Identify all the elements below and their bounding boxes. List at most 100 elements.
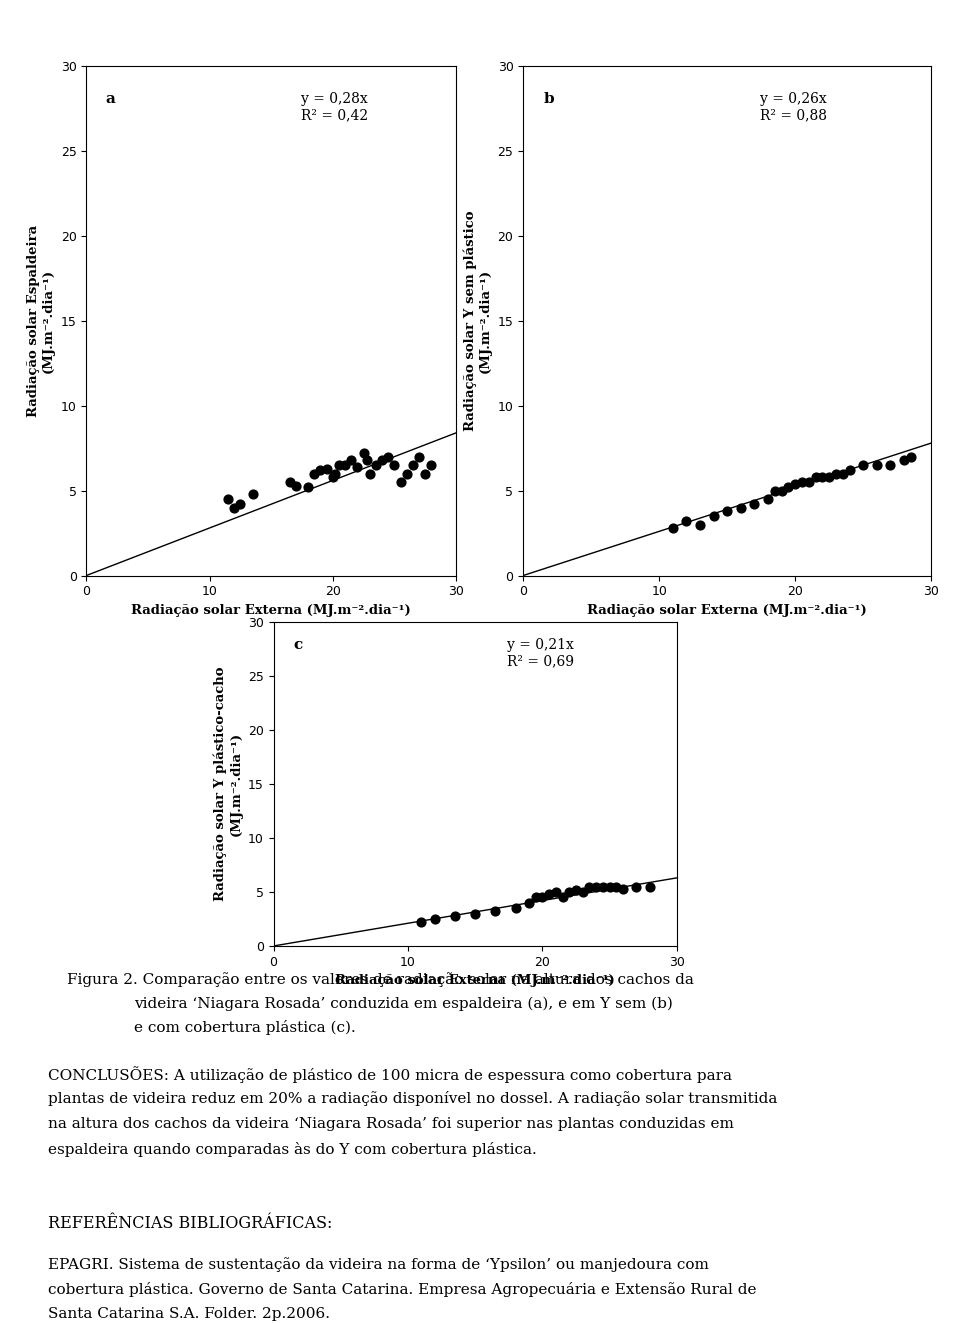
- Point: [360, 450, 375, 471]
- Point: [575, 881, 590, 902]
- Point: [393, 471, 408, 492]
- Point: [767, 480, 782, 501]
- Text: na altura dos cachos da videira ‘Niagara Rosada’ foi superior nas plantas conduz: na altura dos cachos da videira ‘Niagara…: [48, 1117, 733, 1131]
- Text: EPAGRI. Sistema de sustentação da videira na forma de ‘Ypsilon’ ou manjedoura co: EPAGRI. Sistema de sustentação da videir…: [48, 1257, 708, 1271]
- Point: [665, 517, 681, 538]
- Point: [369, 455, 384, 476]
- Point: [245, 483, 260, 504]
- Point: [774, 480, 789, 501]
- Point: [568, 880, 584, 901]
- Text: plantas de videira reduz em 20% a radiação disponível no dossel. A radiação sola: plantas de videira reduz em 20% a radiaç…: [48, 1091, 778, 1106]
- Point: [427, 909, 443, 930]
- Point: [414, 912, 429, 933]
- Point: [787, 474, 803, 495]
- Point: [801, 471, 816, 492]
- Text: y = 0,28x
R² = 0,42: y = 0,28x R² = 0,42: [300, 91, 368, 122]
- Point: [588, 876, 604, 897]
- Point: [760, 488, 776, 509]
- Point: [733, 497, 749, 519]
- Point: [468, 902, 483, 923]
- Point: [313, 459, 328, 480]
- Point: [300, 476, 316, 497]
- Point: [548, 881, 564, 902]
- Point: [405, 455, 420, 476]
- Point: [679, 511, 694, 532]
- Point: [780, 476, 796, 497]
- Text: Santa Catarina S.A. Folder. 2p.2006.: Santa Catarina S.A. Folder. 2p.2006.: [48, 1307, 330, 1322]
- Y-axis label: Radiação solar Y plástico-cacho
(MJ.m⁻².dia⁻¹): Radiação solar Y plástico-cacho (MJ.m⁻².…: [214, 667, 243, 901]
- Text: espaldeira quando comparadas às do Y com cobertura plástica.: espaldeira quando comparadas às do Y com…: [48, 1142, 537, 1156]
- Text: a: a: [105, 91, 115, 106]
- Point: [794, 471, 809, 492]
- Point: [288, 475, 303, 496]
- Point: [344, 450, 359, 471]
- Text: cobertura plástica. Governo de Santa Catarina. Empresa Agropecuária e Extensão R: cobertura plástica. Governo de Santa Cat…: [48, 1282, 756, 1297]
- Point: [306, 463, 322, 484]
- Point: [903, 446, 919, 467]
- Point: [642, 876, 658, 897]
- Point: [555, 886, 570, 908]
- Point: [842, 459, 857, 480]
- Point: [528, 886, 543, 908]
- Point: [562, 881, 577, 902]
- Text: y = 0,26x
R² = 0,88: y = 0,26x R² = 0,88: [759, 91, 827, 122]
- Point: [319, 458, 334, 479]
- Point: [362, 463, 377, 484]
- Point: [338, 455, 353, 476]
- Point: [828, 463, 844, 484]
- Point: [418, 463, 433, 484]
- Y-axis label: Radiação solar Espaldeira
(MJ.m⁻².dia⁻¹): Radiação solar Espaldeira (MJ.m⁻².dia⁻¹): [27, 225, 56, 417]
- Text: e com cobertura plástica (c).: e com cobertura plástica (c).: [134, 1020, 356, 1035]
- Point: [380, 446, 396, 467]
- Point: [423, 455, 439, 476]
- Text: Figura 2. Comparação entre os valores de radiação solar na altura dos cachos da: Figura 2. Comparação entre os valores de…: [67, 972, 694, 987]
- Point: [541, 884, 557, 905]
- Point: [508, 897, 523, 918]
- Point: [327, 463, 343, 484]
- Text: c: c: [294, 638, 303, 652]
- Point: [282, 471, 298, 492]
- Point: [595, 876, 611, 897]
- Point: [356, 443, 372, 464]
- Y-axis label: Radiação solar Y sem plástico
(MJ.m⁻².dia⁻¹): Radiação solar Y sem plástico (MJ.m⁻².di…: [464, 210, 492, 431]
- Point: [488, 901, 503, 922]
- Point: [447, 905, 463, 926]
- Point: [822, 467, 837, 488]
- Point: [411, 446, 426, 467]
- Point: [602, 876, 617, 897]
- Point: [521, 892, 537, 913]
- Point: [535, 886, 550, 908]
- Text: y = 0,21x
R² = 0,69: y = 0,21x R² = 0,69: [508, 638, 574, 668]
- Point: [720, 500, 735, 521]
- Point: [374, 450, 390, 471]
- Point: [387, 455, 402, 476]
- Point: [808, 467, 824, 488]
- X-axis label: Radiação solar Externa (MJ.m⁻².dia⁻¹): Radiação solar Externa (MJ.m⁻².dia⁻¹): [132, 603, 411, 617]
- Point: [221, 488, 236, 509]
- Point: [349, 456, 365, 478]
- Text: REFERÊNCIAS BIBLIOGRÁFICAS:: REFERÊNCIAS BIBLIOGRÁFICAS:: [48, 1215, 332, 1232]
- Text: b: b: [543, 91, 554, 106]
- Point: [399, 463, 415, 484]
- Point: [331, 455, 347, 476]
- Point: [692, 515, 708, 536]
- Point: [882, 455, 898, 476]
- Point: [835, 463, 851, 484]
- Point: [869, 455, 884, 476]
- Point: [629, 876, 644, 897]
- Point: [325, 467, 341, 488]
- Point: [747, 493, 762, 515]
- X-axis label: Radiação solar Externa (MJ.m⁻².dia⁻¹): Radiação solar Externa (MJ.m⁻².dia⁻¹): [588, 603, 867, 617]
- Point: [855, 455, 871, 476]
- Point: [232, 493, 248, 515]
- Point: [227, 497, 242, 519]
- Text: videira ‘Niagara Rosada’ conduzida em espaldeira (a), e em Y sem (b): videira ‘Niagara Rosada’ conduzida em es…: [134, 996, 673, 1011]
- Point: [609, 876, 624, 897]
- Point: [615, 878, 631, 900]
- Point: [897, 450, 912, 471]
- Point: [706, 505, 721, 527]
- Point: [582, 876, 597, 897]
- Text: CONCLUSÕES: A utilização de plástico de 100 micra de espessura como cobertura pa: CONCLUSÕES: A utilização de plástico de …: [48, 1066, 732, 1084]
- Point: [815, 467, 830, 488]
- X-axis label: Radiação solar Externa (MJ.m⁻².dia⁻¹): Radiação solar Externa (MJ.m⁻².dia⁻¹): [335, 974, 615, 987]
